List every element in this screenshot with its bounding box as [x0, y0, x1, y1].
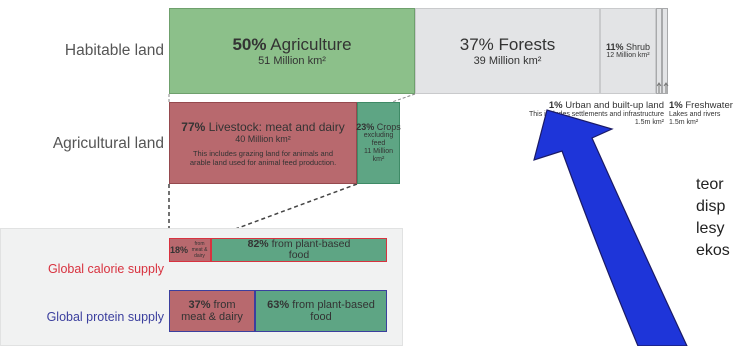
- livestock-note-1: This includes grazing land for animals a…: [192, 148, 334, 158]
- crops-area: 11 Million km²: [363, 148, 394, 163]
- calorie-supply-label: Global calorie supply: [47, 262, 164, 276]
- protein-plant-segment: 63% from plant-based food: [255, 290, 387, 332]
- protein-meat-line-1: from: [213, 299, 236, 311]
- urban-segment: [656, 8, 662, 94]
- shrub-area: 12 Million km²: [606, 52, 650, 59]
- fresh-name: Freshwater: [685, 100, 733, 111]
- calorie-meat-pct: 18%: [170, 245, 189, 255]
- protein-supply-label: Global protein supply: [46, 310, 164, 324]
- freshwater-segment: [662, 8, 668, 94]
- calorie-plant-segment: 82% from plant-based food: [211, 238, 387, 262]
- protein-meat-line-2: meat & dairy: [181, 311, 243, 323]
- agriculture-area: 51 Million km²: [258, 55, 326, 67]
- forests-pct: 37%: [459, 35, 494, 54]
- agriculture-pct: 50%: [232, 35, 267, 54]
- forests-area: 39 Million km²: [473, 55, 542, 67]
- shrub-segment: 11% Shrub 12 Million km²: [600, 8, 656, 94]
- side-text-line-2: disp: [696, 198, 726, 215]
- calorie-plant-pct: 82%: [247, 238, 269, 250]
- crops-pct: 23%: [356, 122, 375, 132]
- shrub-name: Shrub: [626, 42, 651, 52]
- urban-pct: 1%: [548, 100, 563, 111]
- livestock-area: 40 Million km²: [235, 133, 291, 144]
- livestock-segment: 77% Livestock: meat and dairy 40 Million…: [169, 102, 357, 184]
- calorie-plant-line-1: from plant-based: [271, 238, 351, 250]
- livestock-name: Livestock: meat and dairy: [208, 119, 345, 134]
- protein-plant-pct: 63%: [267, 299, 290, 311]
- crops-segment: 23% Crops excluding feed 11 Million km²: [356, 102, 401, 184]
- side-text-line-1: teor: [696, 176, 724, 193]
- shrub-pct: 11%: [605, 42, 624, 52]
- calorie-plant-line-2: food: [288, 249, 310, 261]
- urban-label: 1% Urban and built-up land This includes…: [522, 100, 664, 127]
- calorie-meat-note-2: meat & dairy: [191, 247, 208, 259]
- protein-plant-line-2: food: [310, 311, 332, 323]
- habitable-land-label: Habitable land: [64, 42, 164, 59]
- crops-note: excluding feed: [363, 132, 394, 147]
- side-text-line-3: lesy: [696, 220, 725, 237]
- agriculture-segment: 50% Agriculture 51 Million km²: [169, 8, 415, 94]
- urban-pointer-icon: [656, 82, 669, 93]
- blue-arrow-icon: [533, 109, 688, 346]
- side-text-line-4: ekos: [696, 242, 730, 259]
- livestock-note-2: arable land used for animal feed product…: [189, 157, 337, 167]
- crops-name: Crops: [376, 122, 401, 132]
- calorie-meat-note-1: from: [194, 241, 205, 247]
- protein-plant-line-1: from plant-based: [292, 299, 375, 311]
- calorie-meat-segment: 18% from meat & dairy: [169, 238, 211, 262]
- fresh-note: Lakes and rivers: [669, 111, 721, 118]
- agriculture-name: Agriculture: [270, 35, 352, 54]
- protein-meat-segment: 37% from meat & dairy: [169, 290, 255, 332]
- urban-area: 1.5m km²: [634, 119, 664, 126]
- livestock-pct: 77%: [181, 119, 206, 134]
- urban-name: Urban and built-up land: [565, 100, 664, 111]
- freshwater-label: 1% Freshwater Lakes and rivers 1.5m km²: [669, 100, 743, 127]
- forests-segment: 37% Forests 39 Million km²: [415, 8, 600, 94]
- urban-note: This includes settlements and infrastruc…: [528, 111, 664, 118]
- forests-name: Forests: [498, 35, 556, 54]
- fresh-area: 1.5m km²: [669, 119, 699, 126]
- protein-meat-pct: 37%: [188, 299, 211, 311]
- fresh-pct: 1%: [669, 100, 683, 111]
- agricultural-land-label: Agricultural land: [52, 135, 164, 152]
